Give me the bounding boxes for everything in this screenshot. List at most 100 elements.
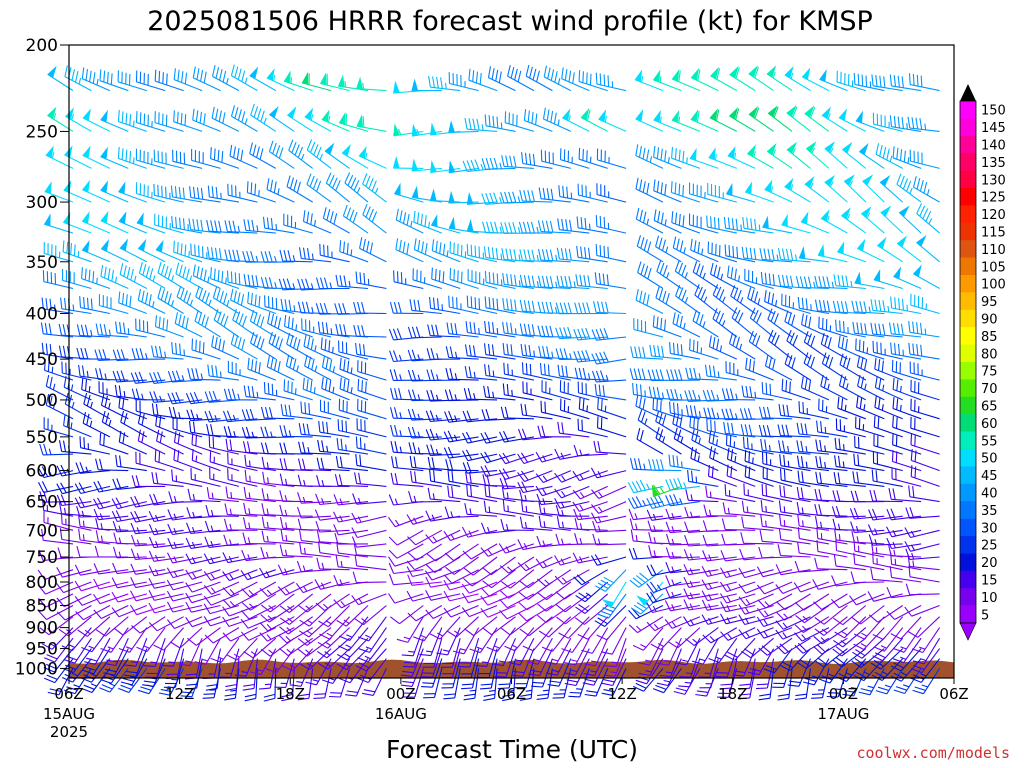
barb-pennant — [580, 107, 590, 121]
barb-staff — [577, 528, 608, 531]
barb-flag — [185, 392, 192, 404]
barb-flag — [359, 343, 362, 355]
barb-half-flag — [251, 431, 255, 438]
wind-barb — [646, 509, 682, 521]
barb-staff — [469, 638, 480, 668]
barb-flag — [66, 686, 78, 691]
wind-barb — [173, 448, 203, 472]
barb-flag — [316, 650, 328, 659]
wind-barb — [578, 70, 608, 92]
wind-barb — [95, 616, 129, 637]
barb-flag — [523, 249, 527, 261]
barb-flag — [450, 322, 454, 335]
barb-pennant — [671, 109, 680, 123]
barb-staff — [472, 556, 498, 576]
barb-half-flag — [266, 535, 269, 543]
barb-half-flag — [344, 80, 347, 88]
wind-barb — [591, 485, 627, 500]
barb-flag — [635, 177, 639, 190]
barb-flag — [550, 188, 554, 201]
barb-flag — [662, 265, 668, 277]
barb-flag — [112, 349, 118, 361]
barb-flag — [657, 210, 661, 223]
wind-barb — [356, 76, 387, 92]
barb-pennant — [601, 599, 615, 609]
barb-flag — [577, 418, 580, 431]
barb-flag — [520, 452, 529, 463]
wind-barb — [250, 103, 277, 132]
barb-flag — [438, 270, 441, 282]
wind-barb — [428, 75, 461, 92]
barb-flag — [482, 580, 492, 589]
wind-barb — [260, 442, 295, 455]
wind-barb — [188, 218, 221, 234]
wind-barb — [243, 486, 276, 503]
barb-flag — [95, 368, 99, 380]
wind-barb — [648, 458, 682, 472]
barb-half-flag — [598, 506, 603, 513]
barb-flag — [260, 277, 265, 289]
barb-flag — [537, 592, 547, 601]
wind-barb — [171, 469, 203, 487]
barb-staff — [577, 285, 608, 290]
wind-barb — [426, 444, 461, 457]
barb-staff — [153, 543, 184, 549]
barb-half-flag — [514, 328, 517, 335]
barb-staff — [468, 79, 498, 92]
barb-flag — [396, 271, 399, 283]
barb-half-flag — [432, 536, 438, 542]
barb-flag — [421, 676, 433, 678]
barb-flag — [499, 598, 508, 609]
barb-flag — [176, 111, 179, 124]
barb-flag — [130, 522, 136, 534]
barb-staff — [547, 668, 553, 699]
barb-half-flag — [671, 591, 675, 598]
barb-staff — [338, 515, 369, 523]
wind-barb — [279, 249, 313, 263]
wind-barb — [440, 638, 461, 668]
barb-staff — [467, 453, 498, 462]
barb-flag — [509, 248, 513, 261]
barb-flag — [333, 494, 339, 506]
barb-staff — [98, 334, 129, 338]
barb-staff — [120, 421, 148, 438]
barb-staff — [116, 556, 147, 559]
barb-staff — [349, 658, 369, 684]
barb-half-flag — [114, 276, 118, 283]
barb-staff — [505, 543, 535, 554]
wind-barb — [209, 450, 240, 472]
barb-flag — [261, 488, 265, 500]
barb-half-flag — [154, 528, 159, 535]
barb-flag — [453, 242, 455, 254]
barb-flag — [342, 241, 346, 253]
barb-flag — [371, 211, 378, 223]
barb-flag — [671, 146, 674, 159]
barb-staff — [362, 183, 387, 203]
barb-staff — [504, 510, 534, 517]
barb-flag — [201, 246, 204, 258]
barb-half-flag — [611, 661, 618, 664]
barb-flag — [595, 352, 601, 364]
barb-staff — [339, 388, 369, 401]
barb-half-flag — [266, 521, 269, 529]
wind-barb — [461, 581, 498, 594]
barb-flag — [343, 275, 347, 287]
barb-half-flag — [173, 496, 177, 503]
barb-flag — [333, 511, 340, 523]
barb-flag — [665, 508, 671, 520]
barb-flag — [346, 380, 350, 392]
barb-flag — [177, 450, 180, 462]
barb-half-flag — [652, 513, 657, 521]
barb-flag — [584, 663, 596, 667]
barb-staff — [561, 470, 590, 483]
barb-flag — [244, 469, 247, 482]
barb-half-flag — [569, 353, 572, 360]
wind-barb — [521, 152, 553, 169]
barb-staff — [265, 569, 295, 579]
barb-staff — [453, 543, 479, 562]
barb-pennant — [118, 211, 127, 225]
barb-half-flag — [207, 276, 210, 283]
barb-staff — [337, 484, 369, 487]
barb-flag — [639, 572, 649, 581]
barb-flag — [519, 323, 524, 335]
